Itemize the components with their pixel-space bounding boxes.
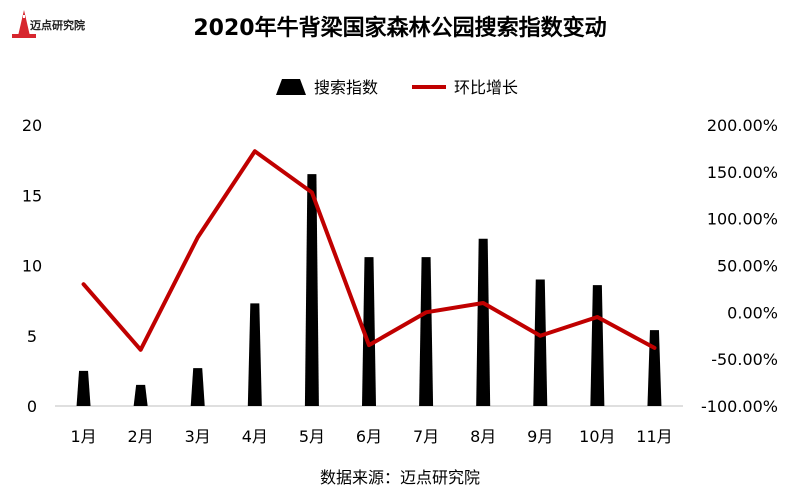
bar bbox=[304, 174, 319, 406]
left-tick-label: 0 bbox=[27, 397, 37, 416]
legend-line-label: 环比增长 bbox=[454, 78, 518, 97]
bar-series bbox=[76, 174, 662, 406]
right-tick-label: 50.00% bbox=[717, 257, 778, 276]
right-tick-label: 150.00% bbox=[707, 163, 778, 182]
line-series bbox=[81, 149, 657, 352]
x-tick-label: 4月 bbox=[242, 427, 268, 446]
right-tick-label: 0.00% bbox=[727, 303, 778, 322]
left-axis: 0 5 10 15 20 bbox=[22, 116, 42, 416]
right-tick-label: 200.00% bbox=[707, 116, 778, 135]
x-tick-label: 11月 bbox=[636, 427, 672, 446]
bar bbox=[362, 257, 376, 406]
bar bbox=[419, 257, 434, 406]
brand-logo bbox=[12, 10, 36, 38]
bar bbox=[247, 303, 262, 406]
brand-name: 迈点研究院 bbox=[30, 19, 85, 32]
x-tick-label: 9月 bbox=[527, 427, 553, 446]
x-tick-label: 6月 bbox=[356, 427, 382, 446]
chart-title: 2020年牛背梁国家森林公园搜索指数变动 bbox=[193, 16, 607, 41]
bar bbox=[533, 279, 548, 406]
left-tick-label: 20 bbox=[22, 116, 42, 135]
x-tick-label: 10月 bbox=[579, 427, 615, 446]
left-tick-label: 15 bbox=[22, 186, 42, 205]
bar bbox=[133, 384, 148, 406]
right-axis: -100.00% -50.00% 0.00% 50.00% 100.00% 150.00%… bbox=[701, 116, 778, 416]
legend-bar-label: 搜索指数 bbox=[314, 78, 378, 97]
left-tick-label: 10 bbox=[22, 257, 42, 276]
bar bbox=[476, 238, 491, 406]
right-tick-label: 100.00% bbox=[707, 210, 778, 229]
x-tick-label: 8月 bbox=[470, 427, 496, 446]
legend-bar-swatch bbox=[276, 79, 306, 95]
legend: 搜索指数 环比增长 bbox=[276, 78, 518, 97]
bar bbox=[76, 370, 91, 406]
right-tick-label: -50.00% bbox=[711, 350, 778, 369]
x-axis: 1月 2月 3月 4月 5月 6月 7月 8月 9月 10月 11月 bbox=[70, 427, 672, 446]
left-tick-label: 5 bbox=[27, 327, 37, 346]
x-tick-label: 7月 bbox=[413, 427, 439, 446]
bar bbox=[647, 330, 662, 406]
x-tick-label: 3月 bbox=[185, 427, 211, 446]
right-tick-label: -100.00% bbox=[701, 397, 778, 416]
lighthouse-icon bbox=[18, 10, 30, 36]
source-note: 数据来源：迈点研究院 bbox=[319, 468, 480, 487]
x-tick-label: 1月 bbox=[70, 427, 96, 446]
bar bbox=[190, 368, 205, 406]
bar bbox=[590, 285, 605, 406]
x-tick-label: 2月 bbox=[128, 427, 154, 446]
x-tick-label: 5月 bbox=[299, 427, 325, 446]
